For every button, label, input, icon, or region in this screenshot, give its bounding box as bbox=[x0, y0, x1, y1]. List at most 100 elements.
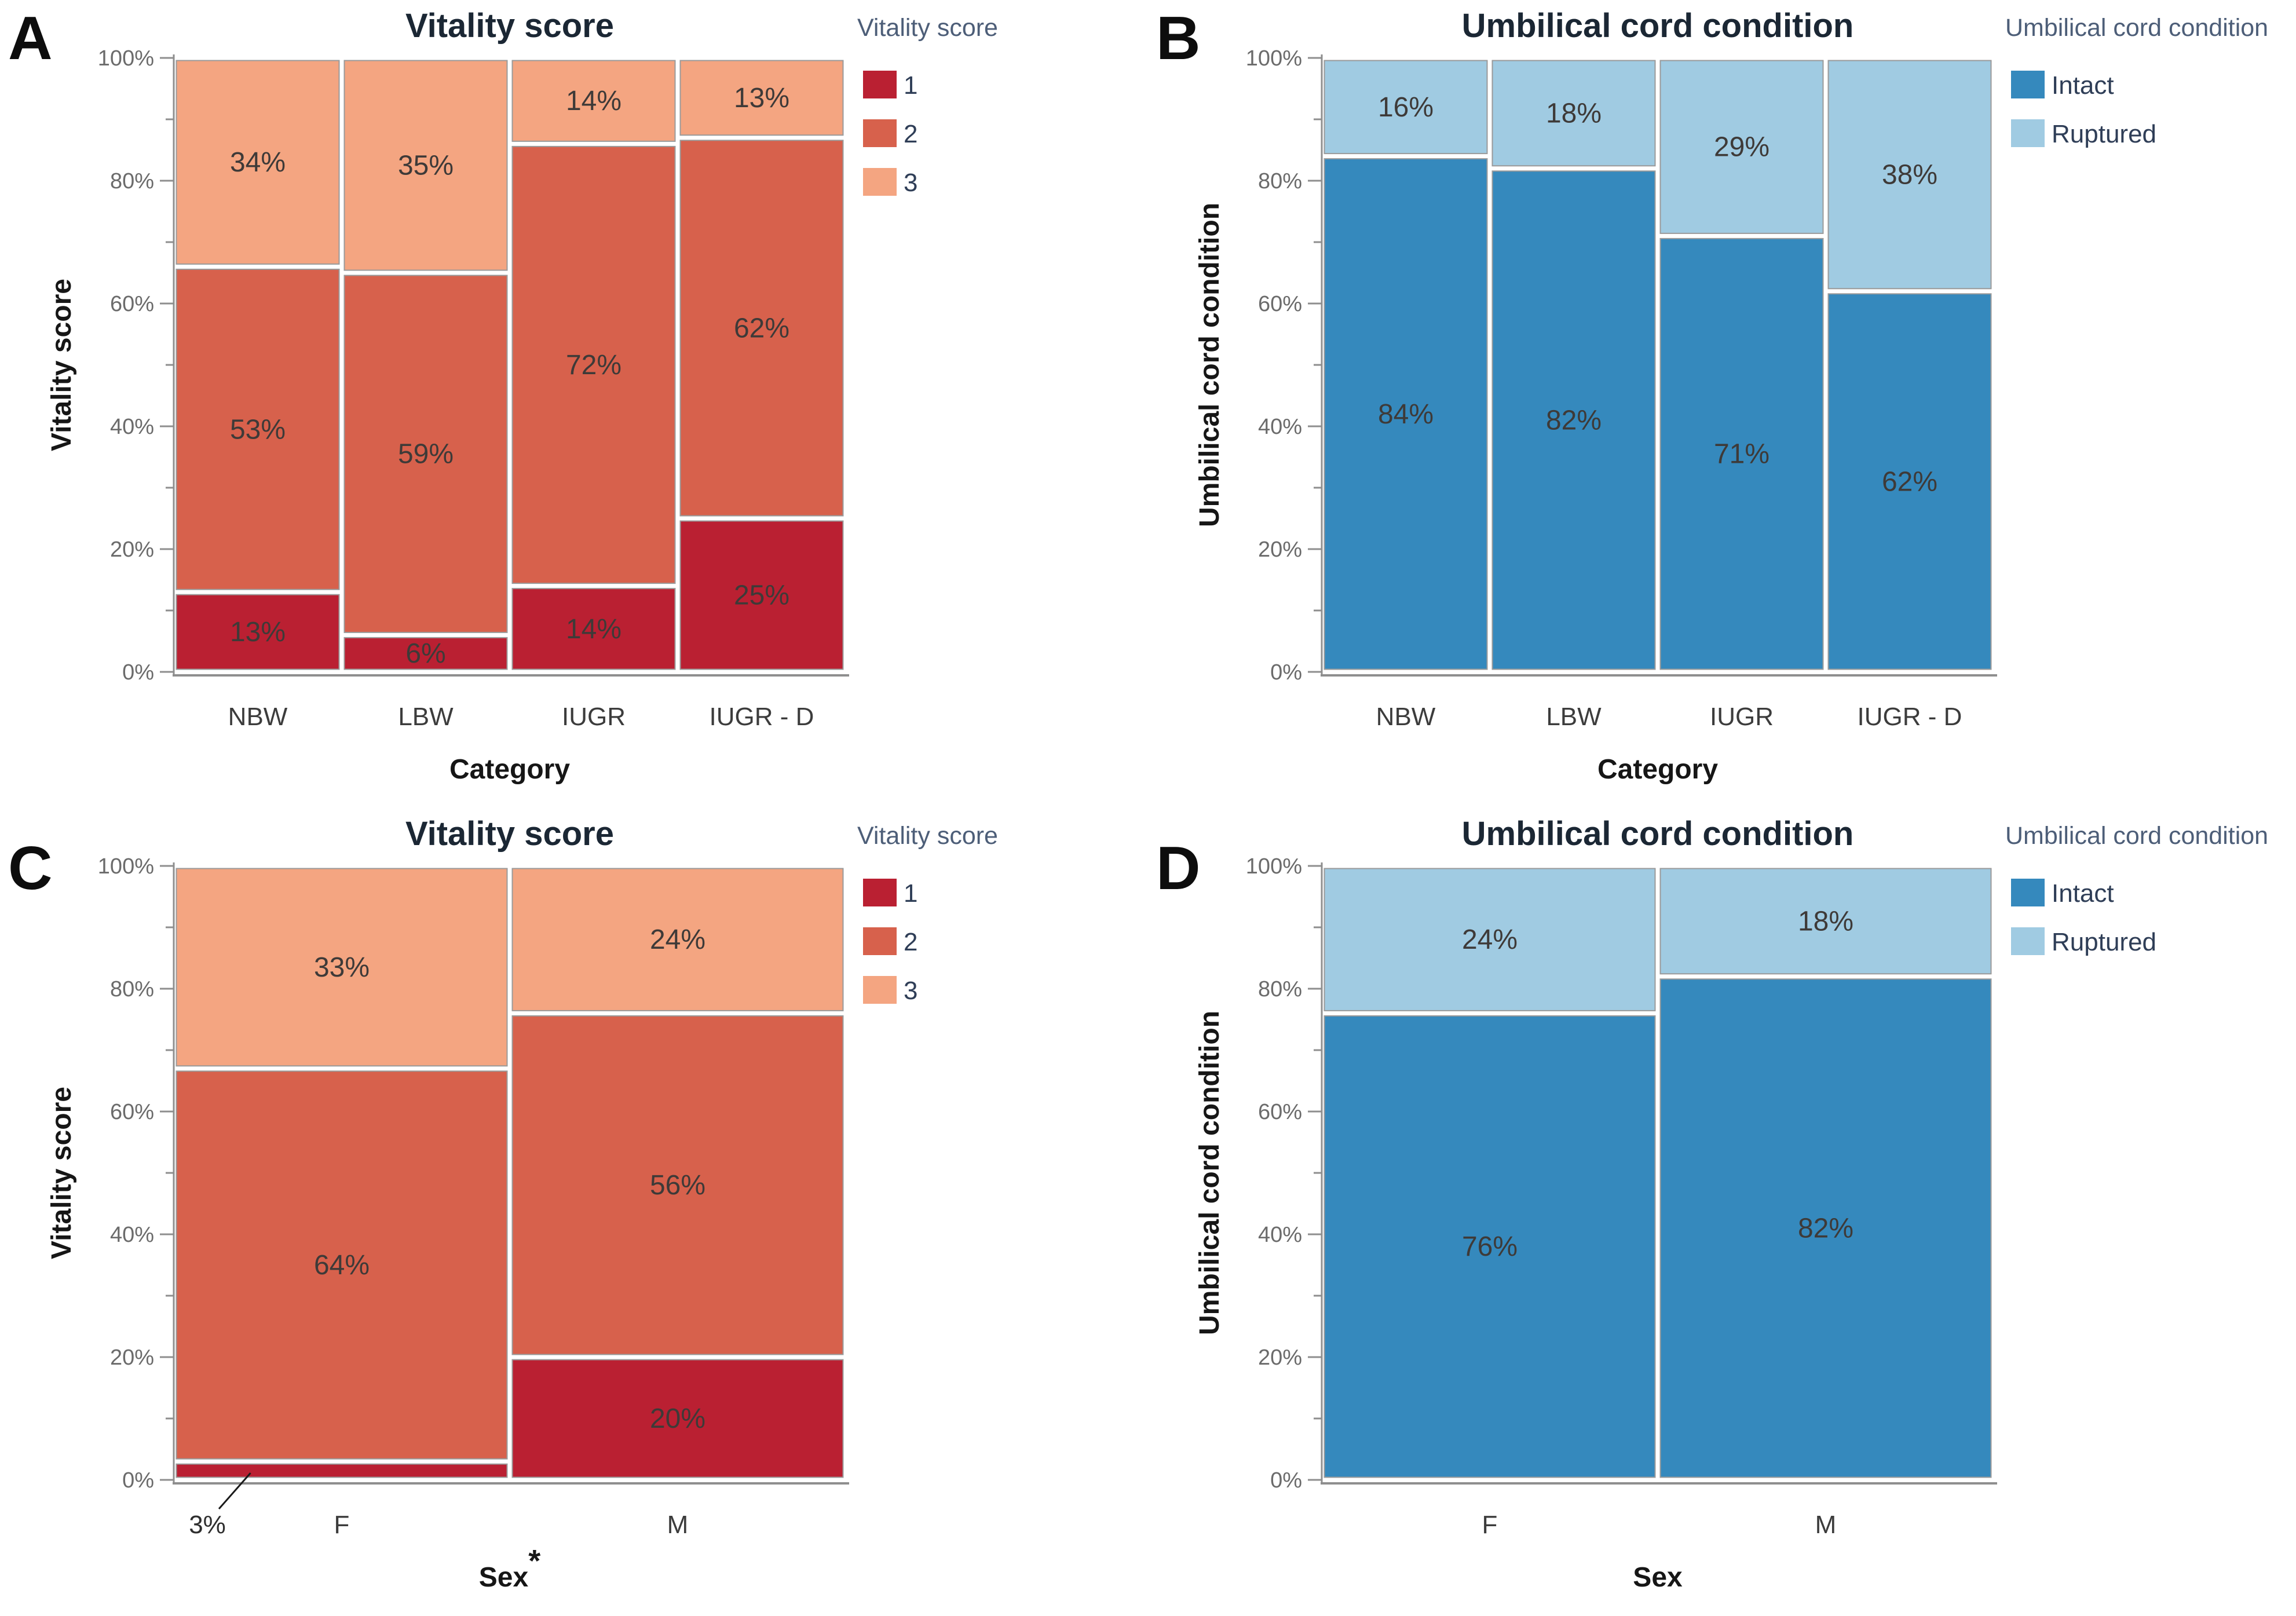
x-category-label: NBW bbox=[1376, 703, 1436, 731]
chart-title: Vitality score bbox=[405, 7, 614, 45]
legend-item-label: Intact bbox=[2052, 71, 2114, 100]
legend-swatch-2 bbox=[863, 927, 897, 955]
legend-item-label: 3 bbox=[904, 169, 917, 197]
mosaic-cell-C-F-3 bbox=[176, 868, 508, 1067]
mosaic-cell-C-M-3 bbox=[511, 868, 844, 1011]
panel-a-letter: A bbox=[8, 4, 53, 72]
y-tick-label: 0% bbox=[122, 1468, 154, 1493]
x-category-label: M bbox=[1815, 1511, 1837, 1539]
mosaic-cell-B-LBW-Intact bbox=[1491, 170, 1656, 670]
legend-title: Vitality score bbox=[857, 822, 998, 850]
cell-value-label: 18% bbox=[1546, 98, 1602, 129]
x-category-label: M bbox=[667, 1511, 689, 1539]
mosaic-cell-A-NBW-1 bbox=[176, 594, 340, 670]
mosaic-cell-A-IUGR-1 bbox=[511, 588, 676, 670]
mosaic-cell-C-M-2 bbox=[511, 1015, 844, 1355]
mosaic-cell-C-M-1 bbox=[511, 1359, 844, 1478]
cell-value-label: 14% bbox=[566, 86, 621, 116]
panel-b: B 0% 20% 40% 60% 80% 100% NBW 84% 16% LBW 82% 18% IU… bbox=[1148, 0, 2296, 808]
mosaic-cell-A-LBW-3 bbox=[343, 60, 508, 271]
legend-item-label: Ruptured bbox=[2052, 120, 2156, 148]
mosaic-cell-A-NBW-2 bbox=[176, 268, 340, 590]
x-axis-label: Category bbox=[449, 754, 570, 785]
panel-c-mosaic-chart: 0% 20% 40% 60% 80% 100% F 3% 64% 33% M 20% 56% 24% Vit… bbox=[46, 815, 998, 1593]
cell-value-label: 29% bbox=[1714, 132, 1769, 163]
cell-value-label: 24% bbox=[1462, 924, 1518, 955]
x-category-label: LBW bbox=[1546, 703, 1602, 731]
mosaic-cell-A-IUGR - D-2 bbox=[679, 140, 844, 517]
chart-title: Vitality score bbox=[405, 815, 614, 853]
mosaic-cell-B-IUGR - D-Ruptured bbox=[1827, 60, 1992, 290]
panel-c-letter: C bbox=[8, 834, 53, 902]
mosaic-cell-A-IUGR - D-3 bbox=[679, 60, 844, 136]
mosaic-cell-A-IUGR-2 bbox=[511, 145, 676, 584]
legend-swatch-Intact bbox=[2011, 71, 2045, 98]
y-tick-label: 40% bbox=[1258, 415, 1302, 439]
y-tick-label: 20% bbox=[110, 1346, 154, 1370]
y-tick-label: 40% bbox=[1258, 1223, 1302, 1247]
y-tick-label: 80% bbox=[110, 977, 154, 1001]
mosaic-cell-D-F-Ruptured bbox=[1324, 868, 1656, 1011]
legend-item-label: 1 bbox=[904, 71, 917, 100]
mosaic-cell-C-F-2 bbox=[176, 1070, 508, 1460]
mosaic-cell-A-IUGR-3 bbox=[511, 60, 676, 142]
cell-value-label: 20% bbox=[650, 1403, 705, 1434]
legend-item-label: 2 bbox=[904, 928, 917, 956]
x-category-label: LBW bbox=[398, 703, 454, 731]
legend-title: Vitality score bbox=[857, 14, 998, 42]
x-category-label: IUGR bbox=[562, 703, 626, 731]
mosaic-cell-C-F-1 bbox=[176, 1463, 508, 1478]
cell-value-label: 33% bbox=[314, 952, 370, 983]
mosaic-cell-A-NBW-3 bbox=[176, 60, 340, 265]
y-tick-label: 60% bbox=[1258, 292, 1302, 316]
mosaic-cell-B-IUGR-Ruptured bbox=[1659, 60, 1824, 234]
cell-value-label: 13% bbox=[230, 617, 286, 648]
y-tick-label: 100% bbox=[98, 854, 154, 879]
x-category-label: F bbox=[1482, 1511, 1498, 1539]
panel-b-mosaic-chart: 0% 20% 40% 60% 80% 100% NBW 84% 16% LBW 82% 18% IUGR… bbox=[1194, 7, 2268, 785]
legend-swatch-Ruptured bbox=[2011, 119, 2045, 147]
legend-item-label: Ruptured bbox=[2052, 928, 2156, 956]
mosaic-cell-A-LBW-2 bbox=[343, 275, 508, 633]
y-tick-label: 60% bbox=[110, 292, 154, 316]
legend-item-label: Intact bbox=[2052, 879, 2114, 908]
cell-value-label: 6% bbox=[405, 638, 445, 669]
cell-value-label: 59% bbox=[398, 439, 454, 470]
legend-item-label: 3 bbox=[904, 977, 917, 1005]
cell-value-label: 24% bbox=[650, 924, 705, 955]
legend-title: Umbilical cord condition bbox=[2005, 822, 2268, 850]
x-category-label: NBW bbox=[228, 703, 288, 731]
legend-swatch-1 bbox=[863, 879, 897, 906]
cell-value-label: 62% bbox=[734, 313, 789, 343]
y-tick-label: 80% bbox=[1258, 169, 1302, 193]
cell-value-label: 34% bbox=[230, 147, 286, 178]
cell-value-label: 62% bbox=[1882, 466, 1937, 497]
legend-title: Umbilical cord condition bbox=[2005, 14, 2268, 42]
x-category-label: IUGR - D bbox=[710, 703, 814, 731]
y-tick-label: 20% bbox=[1258, 538, 1302, 562]
mosaic-cell-A-LBW-1 bbox=[343, 637, 508, 670]
cell-value-label: 38% bbox=[1882, 159, 1937, 190]
mosaic-cell-D-M-Intact bbox=[1659, 978, 1992, 1478]
callout-leader-line bbox=[218, 1472, 251, 1509]
panel-d-mosaic-chart: 0% 20% 40% 60% 80% 100% F 76% 24% M 82% 18% Umbilica… bbox=[1194, 815, 2268, 1593]
cell-value-label: 16% bbox=[1378, 92, 1434, 123]
x-category-label: IUGR bbox=[1710, 703, 1774, 731]
y-tick-label: 0% bbox=[1270, 660, 1302, 685]
cell-value-label: 14% bbox=[566, 614, 621, 645]
legend-swatch-Intact bbox=[2011, 879, 2045, 906]
cell-value-label: 18% bbox=[1798, 906, 1853, 937]
cell-value-label: 76% bbox=[1462, 1231, 1518, 1262]
legend-swatch-2 bbox=[863, 119, 897, 147]
cell-value-label: 56% bbox=[650, 1170, 705, 1201]
legend-item-label: 1 bbox=[904, 879, 917, 908]
y-tick-label: 40% bbox=[110, 1223, 154, 1247]
y-tick-label: 20% bbox=[1258, 1346, 1302, 1370]
y-tick-label: 40% bbox=[110, 415, 154, 439]
y-axis-label: Vitality score bbox=[46, 1087, 77, 1259]
legend-item-label: 2 bbox=[904, 120, 917, 148]
cell-value-label: 25% bbox=[734, 580, 789, 611]
mosaic-cell-A-IUGR - D-1 bbox=[679, 520, 844, 670]
cell-value-label: 82% bbox=[1798, 1213, 1853, 1244]
